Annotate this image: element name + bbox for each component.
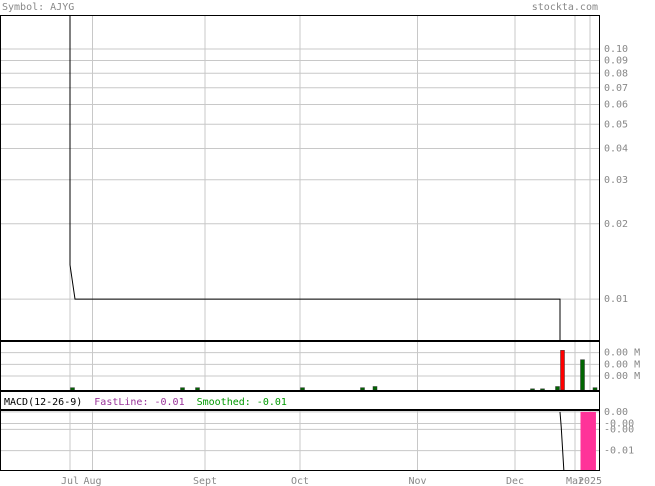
- volume-bar: [540, 388, 545, 390]
- y-tick-label: 0.04: [604, 144, 628, 155]
- histogram-bar: [584, 411, 589, 470]
- y-tick-label: 0.00 M: [604, 348, 640, 359]
- x-tick-label: Mar: [566, 476, 584, 486]
- legend-entry: Smoothed: -0.01: [197, 397, 287, 408]
- histogram-bar: [588, 411, 593, 470]
- y-tick-label: 0.09: [604, 55, 628, 66]
- panels: 0.100.09 0.08 0.07 0.06 0.05 0.04 0.03 0.02 0.01…: [0, 15, 640, 486]
- panel-frame: [0, 341, 600, 391]
- panel-frame: [0, 410, 600, 471]
- y-tick-label: 0.08: [604, 68, 628, 79]
- y-tick-label: 0.00 M: [604, 371, 640, 382]
- volume-bar: [530, 388, 535, 390]
- volume-bar: [580, 359, 585, 390]
- x-tick-label: Nov: [408, 476, 426, 486]
- y-tick-label: 0.06: [604, 100, 628, 111]
- volume-bar: [180, 387, 185, 390]
- price-line: [69, 15, 561, 340]
- x-tick-label: Aug: [83, 476, 101, 486]
- panel: [0, 341, 600, 390]
- y-tick-label: 0.01: [604, 294, 628, 305]
- y-tick-label: -0.01: [604, 446, 634, 457]
- volume-bar: [195, 387, 200, 390]
- volume-bar: [70, 387, 75, 390]
- y-tick-label: 0.00: [604, 407, 628, 418]
- y-tick-label: 0.02: [604, 219, 628, 230]
- y-tick-label: 0.00 M: [604, 359, 640, 370]
- site: stockta.com: [532, 2, 598, 13]
- volume-bar: [360, 387, 365, 390]
- legend-entry: FastLine: -0.01: [94, 397, 184, 408]
- x-tick-label: Sept: [193, 476, 217, 486]
- y-tick-label: 0.10: [604, 44, 628, 55]
- histogram-bar: [591, 411, 596, 470]
- y-tick-label: -0.00: [604, 419, 634, 430]
- x-tick-label: Oct: [291, 476, 309, 486]
- y-tick-label: 0.07: [604, 83, 628, 94]
- volume-bar: [372, 386, 378, 390]
- legend-entry: MACD(12-26-9): [4, 397, 82, 408]
- volume-bar: [560, 350, 565, 390]
- y-tick-label: 0.05: [604, 119, 628, 130]
- panel: [0, 410, 600, 470]
- panel-frame: [0, 15, 600, 341]
- legend-frame: [0, 391, 600, 410]
- y-tick-label: -0.00: [604, 424, 634, 435]
- symbol: Symbol: AJYG: [2, 2, 74, 13]
- volume-bar: [300, 387, 305, 390]
- x-tick-label: Dec: [506, 476, 524, 486]
- volume-bar: [555, 386, 560, 390]
- histogram-bar: [580, 411, 585, 470]
- x-tick-label: 2025: [578, 476, 602, 486]
- y-tick-label: 0.03: [604, 175, 628, 186]
- fast-line: [559, 411, 565, 470]
- x-tick-label: Jul: [61, 476, 79, 486]
- panel: [0, 15, 600, 340]
- volume-bar: [592, 387, 598, 390]
